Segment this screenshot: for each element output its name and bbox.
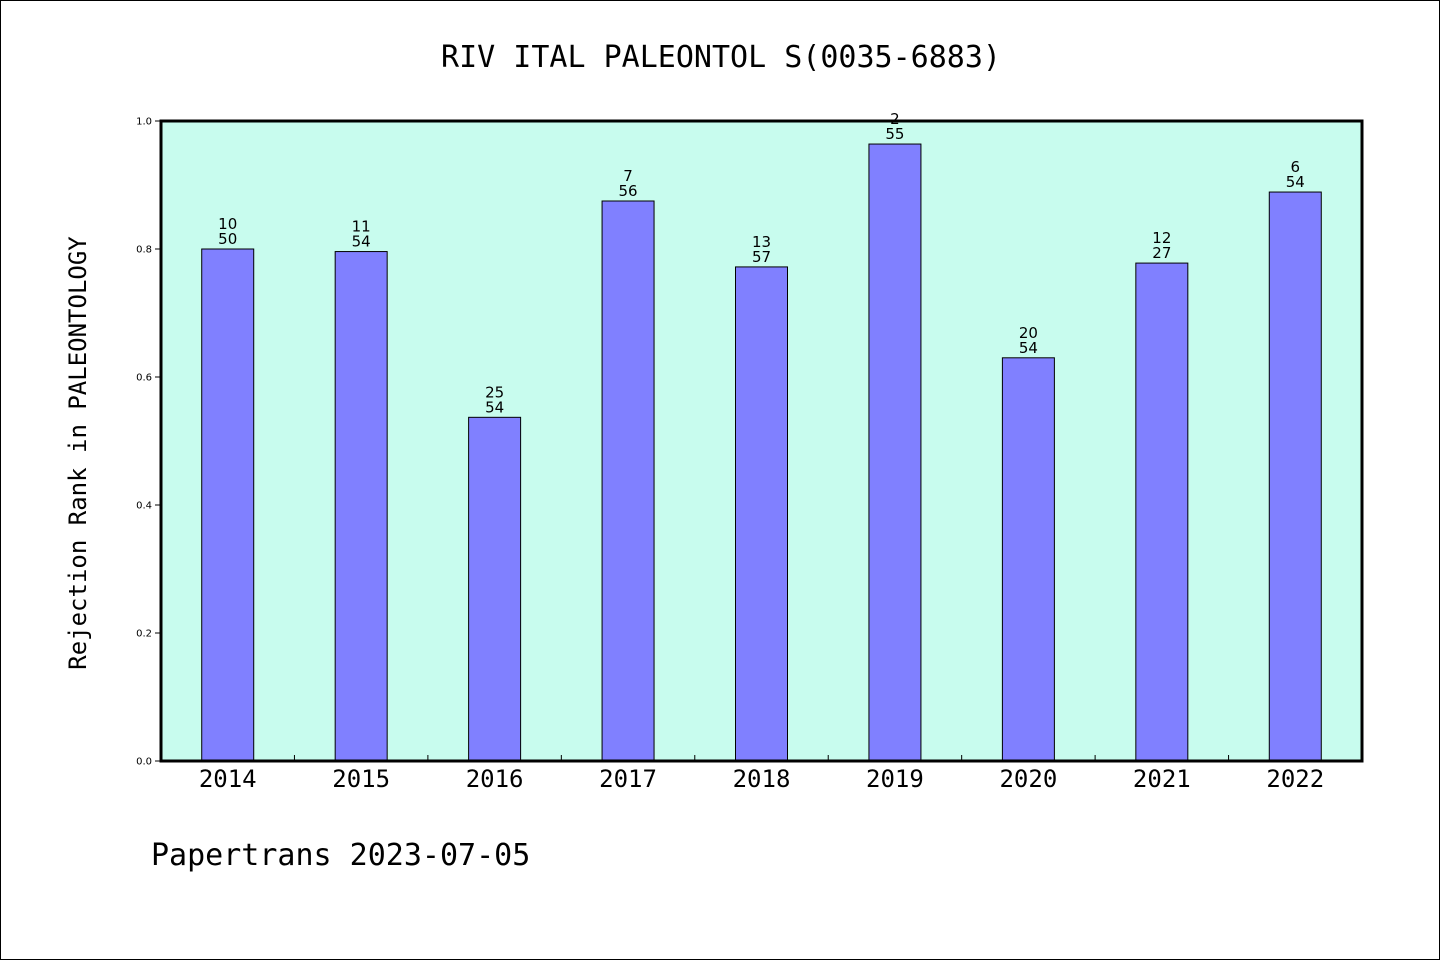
bar-total-label-2022: 54 <box>1286 173 1305 191</box>
bar-2014 <box>201 248 255 762</box>
bar-rank-label-2014: 10 <box>218 215 237 233</box>
x-tick-label-2018: 2018 <box>733 765 791 793</box>
bar-rank-label-2015: 11 <box>352 218 371 236</box>
bar-2019 <box>868 143 922 762</box>
x-tick-label-2016: 2016 <box>466 765 524 793</box>
x-axis-ticks: 2014 2015 2016 2017 2018 2019 2020 2021 2022 <box>199 755 1324 793</box>
bar-total-label-2017: 56 <box>619 182 638 200</box>
x-tick-label-2020: 2020 <box>999 765 1057 793</box>
bar-rank-label-2019: 2 <box>890 110 900 128</box>
x-tick-label-2019: 2019 <box>866 765 924 793</box>
y-tick-label: 0.4 <box>136 501 152 512</box>
bar-2022 <box>1268 191 1322 762</box>
bar-total-label-2015: 54 <box>352 233 371 251</box>
bar-total-label-2020: 54 <box>1019 339 1038 357</box>
y-tick-label: 1.0 <box>136 117 152 128</box>
x-tick-label-2014: 2014 <box>199 765 257 793</box>
x-tick-label-2017: 2017 <box>599 765 657 793</box>
y-tick-label: 0.2 <box>136 629 152 640</box>
bar-rank-label-2017: 7 <box>623 167 633 185</box>
x-tick-label-2015: 2015 <box>332 765 390 793</box>
bar-rank-label-2020: 20 <box>1019 324 1038 342</box>
y-tick-label: 0.8 <box>136 245 152 256</box>
bar-total-label-2014: 50 <box>218 230 237 248</box>
x-tick-label-2021: 2021 <box>1133 765 1191 793</box>
y-tick-label: 0.6 <box>136 373 152 384</box>
plot-border <box>159 119 1364 763</box>
bar-rank-label-2018: 13 <box>752 233 771 251</box>
x-tick-label-2022: 2022 <box>1266 765 1324 793</box>
bar-2015 <box>334 251 388 762</box>
bars-layer <box>201 143 1322 762</box>
bar-2020 <box>1001 357 1055 762</box>
y-tick-label: 0.0 <box>136 757 152 768</box>
bar-total-label-2021: 27 <box>1152 244 1171 262</box>
bar-total-label-2019: 55 <box>885 125 904 143</box>
footer-credit: Papertrans 2023-07-05 <box>151 838 530 873</box>
y-axis-label: Rejection Rank in PALEONTOLOGY <box>64 236 92 670</box>
bar-2016 <box>468 416 522 762</box>
bar-rank-label-2016: 25 <box>485 383 504 401</box>
bar-2021 <box>1135 262 1189 762</box>
bar-2018 <box>735 266 788 762</box>
chart-title: RIV ITAL PALEONTOL S(0035-6883) <box>441 40 1001 75</box>
bar-rank-label-2021: 12 <box>1152 229 1171 247</box>
bar-rank-label-2022: 6 <box>1291 158 1301 176</box>
bar-total-label-2018: 57 <box>752 248 771 266</box>
bar-total-label-2016: 54 <box>485 398 504 416</box>
y-axis-ticks: 0.0 0.2 0.4 0.6 0.8 1.0 <box>136 117 161 768</box>
bar-2017 <box>601 200 655 762</box>
